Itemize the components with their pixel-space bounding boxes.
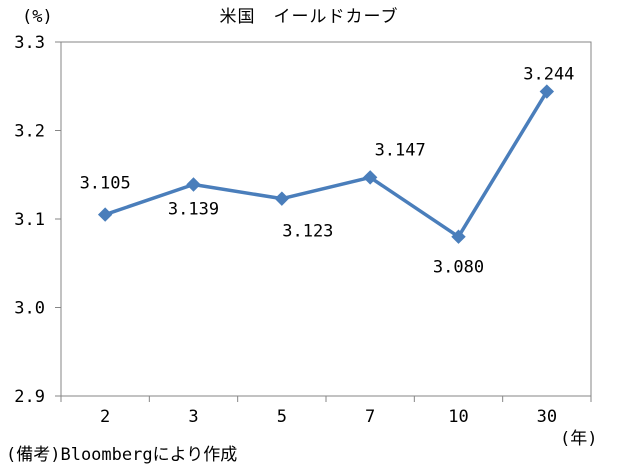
data-label: 3.123 [282, 222, 333, 242]
chart-title: 米国 イールドカーブ [219, 7, 399, 27]
data-label: 3.147 [375, 140, 426, 160]
x-tick-label: 3 [188, 407, 198, 427]
plot-frame [60, 41, 592, 397]
data-point-marker [97, 207, 113, 222]
data-label: 3.080 [433, 258, 484, 278]
y-axis-unit: (%) [22, 7, 53, 27]
x-tick-label: 10 [448, 407, 468, 427]
data-point-marker [274, 191, 290, 206]
x-axis-unit: (年) [560, 429, 598, 449]
data-label: 3.105 [80, 174, 131, 194]
data-label: 3.244 [523, 65, 574, 85]
data-point-marker [539, 84, 555, 99]
y-tick-label: 3.0 [14, 299, 45, 319]
y-tick-label: 2.9 [14, 387, 45, 407]
data-point-marker [362, 170, 378, 185]
y-tick-label: 3.1 [14, 210, 45, 230]
y-tick-label: 3.3 [14, 33, 45, 53]
x-tick-label: 30 [537, 407, 557, 427]
x-tick-label: 2 [100, 407, 110, 427]
data-point-marker [451, 229, 466, 244]
source-note: (備考)Bloombergにより作成 [6, 445, 238, 465]
data-point-marker [186, 177, 201, 192]
x-tick-label: 7 [365, 407, 375, 427]
y-tick-label: 3.2 [14, 122, 45, 142]
x-tick-label: 5 [277, 407, 287, 427]
series-line [104, 90, 549, 239]
data-label: 3.139 [168, 199, 219, 219]
